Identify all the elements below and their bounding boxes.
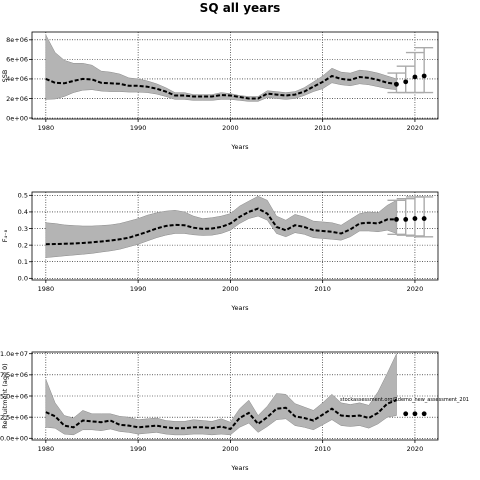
estimate-line — [45, 399, 397, 431]
forecast-point — [412, 411, 418, 417]
x-tick-label: 1980 — [38, 124, 55, 132]
y-tick: 0e+00 — [6, 114, 32, 122]
forecast-point — [412, 216, 418, 221]
x-tick: 1990 — [130, 119, 147, 132]
y-tick: 0.0e+00 — [0, 435, 32, 443]
x-tick-label: 2020 — [407, 445, 424, 453]
forecast-point — [421, 411, 427, 417]
plot-frame — [31, 191, 439, 281]
y-axis-label: F₄₋₈ — [1, 229, 9, 242]
forecast-errorbar — [415, 46, 434, 94]
page-title: SQ all years — [199, 1, 281, 15]
confidence-band — [45, 34, 397, 102]
chart-panel-2: 1980 1990 2000 2010 2020 0.0 0.1 0.2 0.3 0.4 0.5 Ye… — [1, 191, 439, 312]
y-tick-label: 0.0 — [18, 275, 28, 283]
y-tick-label: 4e+06 — [6, 75, 28, 83]
x-tick-label: 2020 — [407, 124, 424, 132]
x-tick-label: 2000 — [222, 124, 239, 132]
x-axis-label: Years — [230, 143, 249, 151]
x-tick: 1990 — [130, 440, 147, 453]
y-tick: 4e+06 — [6, 75, 32, 83]
y-axis-label: SSB — [1, 70, 9, 83]
forecast-point — [421, 216, 427, 221]
x-tick-label: 1980 — [38, 285, 55, 293]
estimate-line — [45, 74, 397, 100]
chart-panel-3: 1980 1990 2000 2010 2020 0.0e+00 2.5e+06 5.0e+0… — [0, 350, 469, 472]
y-tick: 1.0e+07 — [0, 350, 32, 358]
x-tick: 2020 — [407, 440, 424, 453]
x-tick: 2000 — [222, 280, 239, 293]
forecast-point — [394, 81, 399, 87]
forecast-errorbar — [405, 51, 424, 94]
x-tick-label: 1990 — [130, 124, 147, 132]
y-tick-label: 0.0e+00 — [0, 435, 28, 443]
y-tick: 6e+06 — [6, 56, 32, 64]
y-tick-label: 6e+06 — [6, 56, 28, 64]
x-tick: 2010 — [314, 440, 331, 453]
y-tick: 8e+06 — [6, 36, 32, 44]
y-tick: 0.4 — [18, 208, 32, 216]
y-tick-label: 2e+06 — [6, 95, 28, 103]
x-tick-label: 1990 — [130, 285, 147, 293]
x-tick-label: 1990 — [130, 445, 147, 453]
x-tick-label: 2000 — [222, 285, 239, 293]
y-tick: 0.2 — [18, 241, 32, 249]
x-tick-label: 2010 — [314, 285, 331, 293]
forecast-errorbar — [396, 65, 415, 94]
x-tick: 1980 — [38, 119, 55, 132]
forecast-point — [403, 411, 409, 417]
plot-frame — [31, 31, 439, 120]
forecast-point — [403, 79, 409, 85]
x-tick: 2020 — [407, 280, 424, 293]
y-tick-label: 2.5e+06 — [0, 413, 28, 421]
y-tick: 7.5e+06 — [0, 371, 32, 379]
y-tick-label: 0.3 — [18, 225, 28, 233]
y-tick-label: 0.2 — [18, 241, 28, 249]
x-tick: 2010 — [314, 119, 331, 132]
y-tick: 0.0 — [18, 275, 32, 283]
forecast-point — [412, 74, 418, 80]
y-tick-label: 5.0e+06 — [0, 392, 28, 400]
x-axis-label: Years — [230, 464, 249, 472]
x-tick-label: 2010 — [314, 445, 331, 453]
x-tick: 1990 — [130, 280, 147, 293]
forecast-errorbar — [396, 197, 415, 236]
chart-panel-1: 1980 1990 2000 2010 2020 0e+00 2e+06 4e+06 6e+06… — [1, 31, 439, 151]
y-tick: 2.5e+06 — [0, 413, 32, 421]
forecast-point — [421, 73, 427, 79]
y-tick: 0.1 — [18, 258, 32, 266]
forecast-point — [403, 216, 409, 222]
x-tick-label: 2010 — [314, 124, 331, 132]
y-tick-label: 0.1 — [18, 258, 28, 266]
y-tick-label: 0.4 — [18, 208, 28, 216]
x-tick-label: 2000 — [222, 445, 239, 453]
x-tick-label: 2020 — [407, 285, 424, 293]
x-tick: 2000 — [222, 119, 239, 132]
y-tick: 5.0e+06 — [0, 392, 32, 400]
x-tick: 1980 — [38, 440, 55, 453]
y-tick-label: 0e+00 — [6, 114, 28, 122]
confidence-band — [45, 353, 397, 436]
x-tick: 1980 — [38, 280, 55, 293]
y-tick-label: 8e+06 — [6, 36, 28, 44]
y-axis-label: Recruitment (age 0) — [1, 363, 9, 428]
x-tick: 2010 — [314, 280, 331, 293]
x-tick: 2000 — [222, 440, 239, 453]
x-tick-label: 1980 — [38, 445, 55, 453]
y-tick-label: 7.5e+06 — [0, 371, 28, 379]
y-tick: 0.5 — [18, 192, 32, 200]
x-tick: 2020 — [407, 119, 424, 132]
watermark-annotation: stockassessment.org/Rdemo_new_assessment… — [340, 397, 469, 403]
y-tick-label: 0.5 — [18, 192, 28, 200]
forecast-point — [394, 216, 399, 222]
y-tick-label: 1.0e+07 — [0, 350, 28, 358]
y-tick: 0.3 — [18, 225, 32, 233]
confidence-band — [45, 195, 397, 258]
y-tick: 2e+06 — [6, 95, 32, 103]
x-axis-label: Years — [230, 304, 249, 312]
